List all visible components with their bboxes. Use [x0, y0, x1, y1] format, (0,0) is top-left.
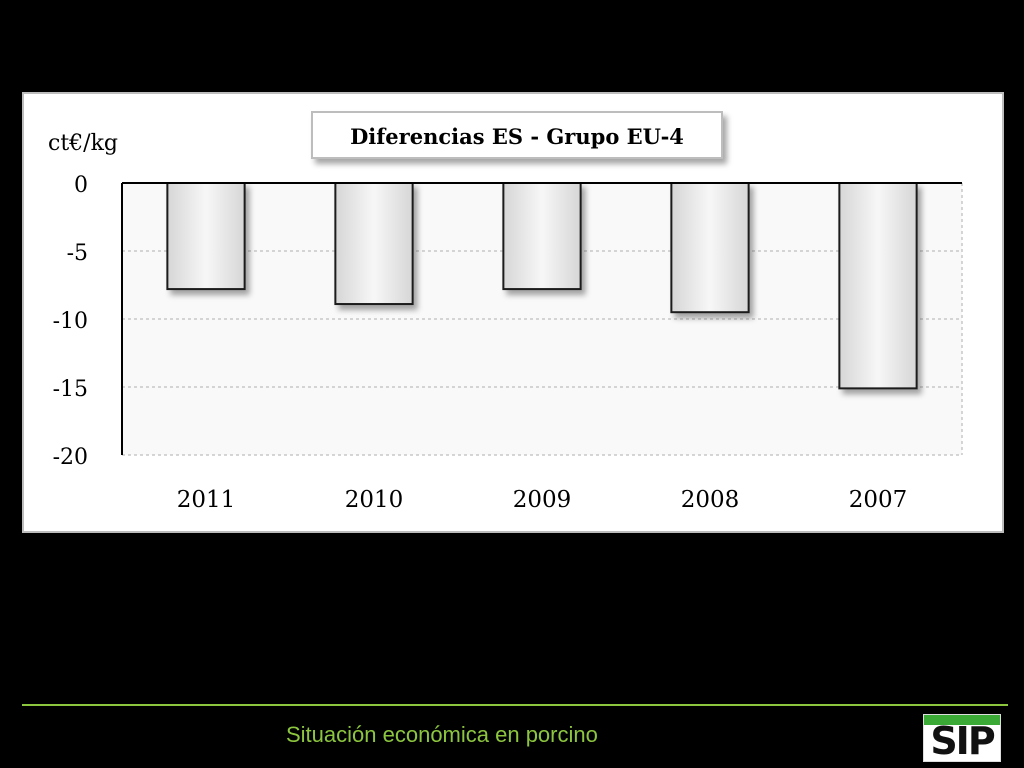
y-tick-label: -10 [53, 309, 88, 334]
logo-band [924, 715, 1000, 725]
y-axis-label: ct€/kg [48, 131, 118, 156]
chart-title: Diferencias ES - Grupo EU-4 [350, 124, 684, 149]
chart-panel: 0 -5 -10 -15 -20 2011 2010 2009 2008 2007 ct€/kg … [22, 92, 1004, 533]
x-tick-label: 2011 [177, 487, 236, 513]
y-tick-label: -20 [53, 445, 88, 470]
x-tick-label: 2010 [345, 487, 404, 513]
x-tick-label: 2009 [513, 487, 572, 513]
bar-2010 [334, 182, 414, 306]
bar-2008 [670, 182, 750, 314]
y-tick-label: -5 [67, 241, 88, 266]
bar-2009 [502, 182, 582, 291]
chart-title-box [311, 111, 723, 159]
x-tick-label: 2008 [681, 487, 740, 513]
x-tick-label: 2007 [849, 487, 908, 513]
y-tick-label: 0 [74, 173, 88, 198]
bar-2007 [838, 182, 918, 390]
sip-logo: SIP [923, 714, 1001, 762]
footer-divider [22, 704, 1008, 706]
y-tick-label: -15 [53, 377, 88, 402]
footer-caption: Situación económica en porcino [286, 722, 598, 747]
logo-text: SIP [930, 719, 995, 762]
bar-2011 [166, 182, 246, 291]
